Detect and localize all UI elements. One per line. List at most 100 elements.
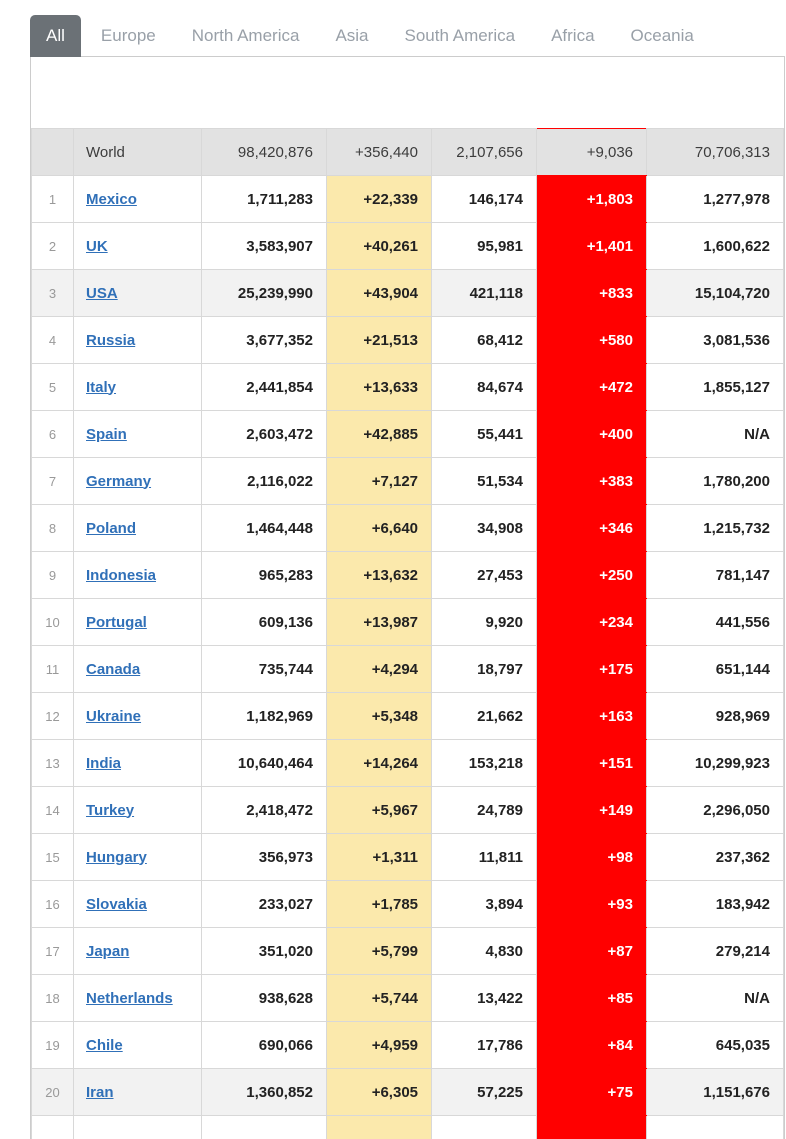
- country-link[interactable]: UK: [86, 237, 108, 255]
- total-deaths-cell: 421,118: [431, 269, 537, 317]
- total-deaths-cell: 57,225: [431, 1068, 537, 1116]
- recovered-cell: 928,969: [646, 692, 784, 740]
- recovered-cell: N/A: [646, 410, 784, 458]
- country-link[interactable]: Russia: [86, 331, 136, 349]
- total-cases-cell: 1,464,448: [201, 504, 327, 552]
- country-link[interactable]: Spain: [86, 425, 127, 443]
- recovered-cell: 237,362: [646, 833, 784, 881]
- total-cases-cell: 2,116,022: [201, 457, 327, 505]
- country-link[interactable]: Italy: [86, 378, 117, 396]
- country-cell: Turkey: [73, 786, 202, 834]
- tab-asia[interactable]: Asia: [335, 26, 369, 45]
- country-cell: Japan: [73, 927, 202, 975]
- new-cases-cell: +4,959: [326, 1021, 432, 1069]
- country-row: 4 Russia 3,677,352 +21,513 68,412 +580 3,081,5…: [31, 316, 784, 364]
- country-link[interactable]: Turkey: [86, 801, 135, 819]
- country-link[interactable]: Germany: [86, 472, 152, 490]
- country-link[interactable]: Canada: [86, 660, 141, 678]
- new-deaths-cell: +1,803: [536, 175, 647, 223]
- total-deaths-cell: 9,920: [431, 598, 537, 646]
- total-cases-cell: 10,640,464: [201, 739, 327, 787]
- country-link[interactable]: USA: [86, 284, 118, 302]
- rank-cell: 18: [31, 974, 74, 1022]
- country-link[interactable]: Slovakia: [86, 895, 147, 913]
- country-link[interactable]: Indonesia: [86, 566, 157, 584]
- rank-cell: 8: [31, 504, 74, 552]
- rank-cell: 15: [31, 833, 74, 881]
- total-cases-cell: 1,182,969: [201, 692, 327, 740]
- total-deaths-cell: 84,674: [431, 363, 537, 411]
- tab-europe[interactable]: Europe: [100, 26, 156, 45]
- rank-cell: 20: [31, 1068, 74, 1116]
- new-deaths-cell: +9,036: [536, 128, 647, 176]
- new-cases-cell: +5,799: [326, 927, 432, 975]
- rank-cell: 6: [31, 410, 74, 458]
- new-deaths-cell: +383: [536, 457, 647, 505]
- country-row: 12 Ukraine 1,182,969 +5,348 21,662 +163 928,96…: [31, 692, 784, 740]
- country-link[interactable]: Chile: [86, 1036, 123, 1054]
- new-deaths-cell: +580: [536, 316, 647, 364]
- country-cell: Mexico: [73, 175, 202, 223]
- country-cell: Netherlands: [73, 974, 202, 1022]
- total-cases-cell: 735,744: [201, 645, 327, 693]
- rank-cell: 1: [31, 175, 74, 223]
- country-row: 7 Germany 2,116,022 +7,127 51,534 +383 1,780,2…: [31, 457, 784, 505]
- country-link[interactable]: Mexico: [86, 190, 137, 208]
- recovered-cell: 2,296,050: [646, 786, 784, 834]
- country-link[interactable]: Netherlands: [86, 989, 173, 1007]
- total-cases-cell: 25,239,990: [201, 269, 327, 317]
- tab-south-america[interactable]: South America: [404, 26, 516, 45]
- new-deaths-cell: [536, 1115, 647, 1139]
- country-link[interactable]: Hungary: [86, 848, 147, 866]
- country-cell: Poland: [73, 504, 202, 552]
- new-deaths-cell: +93: [536, 880, 647, 928]
- new-cases-cell: +21,513: [326, 316, 432, 364]
- new-deaths-cell: +151: [536, 739, 647, 787]
- total-deaths-cell: [431, 1115, 537, 1139]
- new-deaths-cell: +87: [536, 927, 647, 975]
- new-deaths-cell: +98: [536, 833, 647, 881]
- rank-cell: 3: [31, 269, 74, 317]
- tab-all[interactable]: All: [30, 15, 81, 57]
- country-cell: [73, 1115, 202, 1139]
- region-tabbar: All Europe North America Asia South America A…: [30, 15, 714, 57]
- country-cell: World: [73, 128, 202, 176]
- total-deaths-cell: 95,981: [431, 222, 537, 270]
- new-cases-cell: +5,348: [326, 692, 432, 740]
- total-deaths-cell: 4,830: [431, 927, 537, 975]
- country-link[interactable]: Portugal: [86, 613, 147, 631]
- country-cell: Spain: [73, 410, 202, 458]
- country-link[interactable]: Ukraine: [86, 707, 142, 725]
- country-link[interactable]: Poland: [86, 519, 137, 537]
- country-link[interactable]: Iran: [86, 1083, 114, 1101]
- rank-cell: 12: [31, 692, 74, 740]
- total-cases-cell: 356,973: [201, 833, 327, 881]
- country-row: 9 Indonesia 965,283 +13,632 27,453 +250 781,14…: [31, 551, 784, 599]
- country-cell: India: [73, 739, 202, 787]
- country-cell: Portugal: [73, 598, 202, 646]
- country-link[interactable]: Japan: [86, 942, 130, 960]
- total-deaths-cell: 3,894: [431, 880, 537, 928]
- recovered-cell: 645,035: [646, 1021, 784, 1069]
- total-cases-cell: 1,360,852: [201, 1068, 327, 1116]
- country-cell: Ukraine: [73, 692, 202, 740]
- total-cases-cell: 2,603,472: [201, 410, 327, 458]
- country-cell: Canada: [73, 645, 202, 693]
- new-deaths-cell: +234: [536, 598, 647, 646]
- total-deaths-cell: 68,412: [431, 316, 537, 364]
- tab-north-america[interactable]: North America: [191, 26, 300, 45]
- recovered-cell: 1,151,676: [646, 1068, 784, 1116]
- new-cases-cell: +356,440: [326, 128, 432, 176]
- tab-oceania[interactable]: Oceania: [630, 26, 694, 45]
- rank-cell: 17: [31, 927, 74, 975]
- country-row: 3 USA 25,239,990 +43,904 421,118 +833 15,104,7…: [31, 269, 784, 317]
- new-deaths-cell: +149: [536, 786, 647, 834]
- new-cases-cell: [326, 1115, 432, 1139]
- tab-africa[interactable]: Africa: [551, 26, 595, 45]
- country-row: 20 Iran 1,360,852 +6,305 57,225 +75 1,151,676: [31, 1068, 784, 1116]
- rank-cell: 7: [31, 457, 74, 505]
- country-link[interactable]: India: [86, 754, 122, 772]
- country-row: 11 Canada 735,744 +4,294 18,797 +175 651,144: [31, 645, 784, 693]
- rank-cell: 5: [31, 363, 74, 411]
- recovered-cell: 1,600,622: [646, 222, 784, 270]
